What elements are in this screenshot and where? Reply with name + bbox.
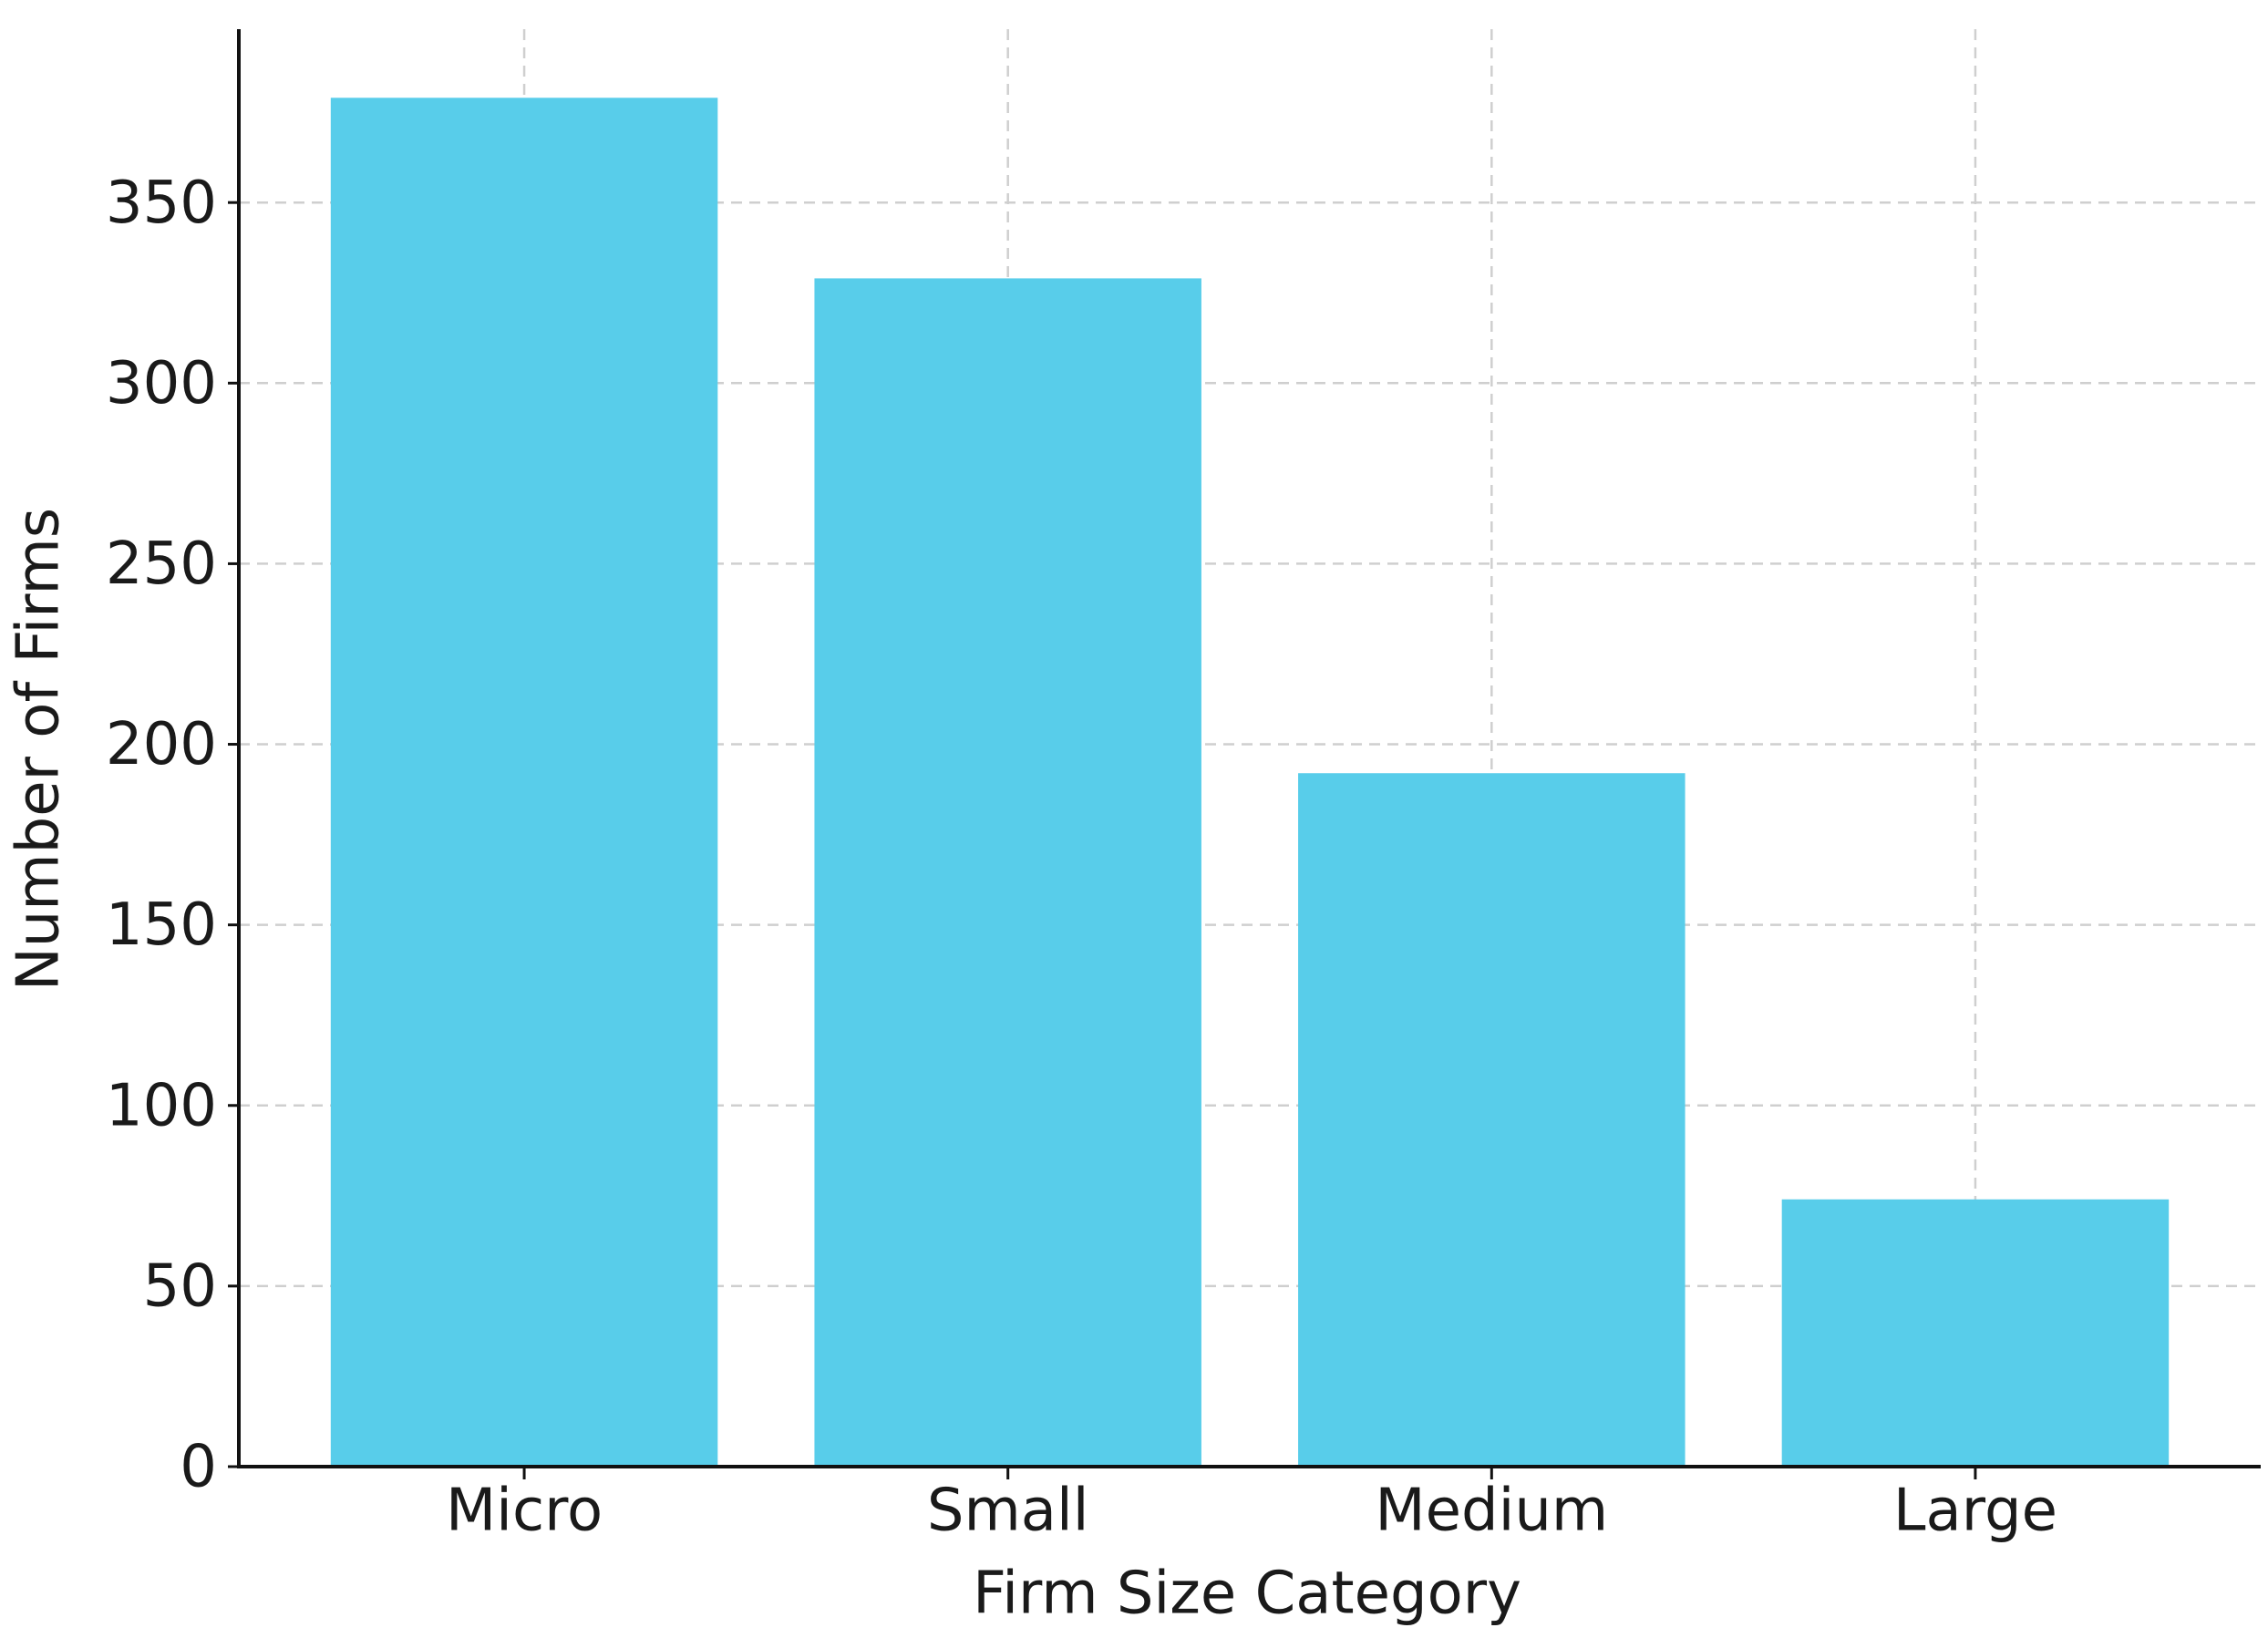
x-tick-label: Large <box>1893 1478 2057 1545</box>
bar <box>814 278 1201 1467</box>
x-tick-label: Small <box>927 1478 1089 1545</box>
y-tick-label: 300 <box>106 350 217 417</box>
y-tick-label: 0 <box>180 1434 217 1501</box>
bar <box>330 98 718 1467</box>
y-tick-label: 200 <box>106 711 217 778</box>
x-axis-label: Firm Size Category <box>973 1561 1521 1628</box>
y-tick-label: 50 <box>143 1252 217 1320</box>
x-tick-label: Micro <box>446 1478 603 1545</box>
y-tick-label: 350 <box>106 170 217 237</box>
y-tick-label: 100 <box>106 1072 217 1139</box>
y-tick-label: 150 <box>106 891 217 959</box>
x-tick-label: Medium <box>1375 1478 1608 1545</box>
y-axis-label: Number of Firms <box>5 508 73 991</box>
bar <box>1298 773 1686 1467</box>
y-tick-label: 250 <box>106 531 217 598</box>
bar <box>1781 1199 2170 1467</box>
